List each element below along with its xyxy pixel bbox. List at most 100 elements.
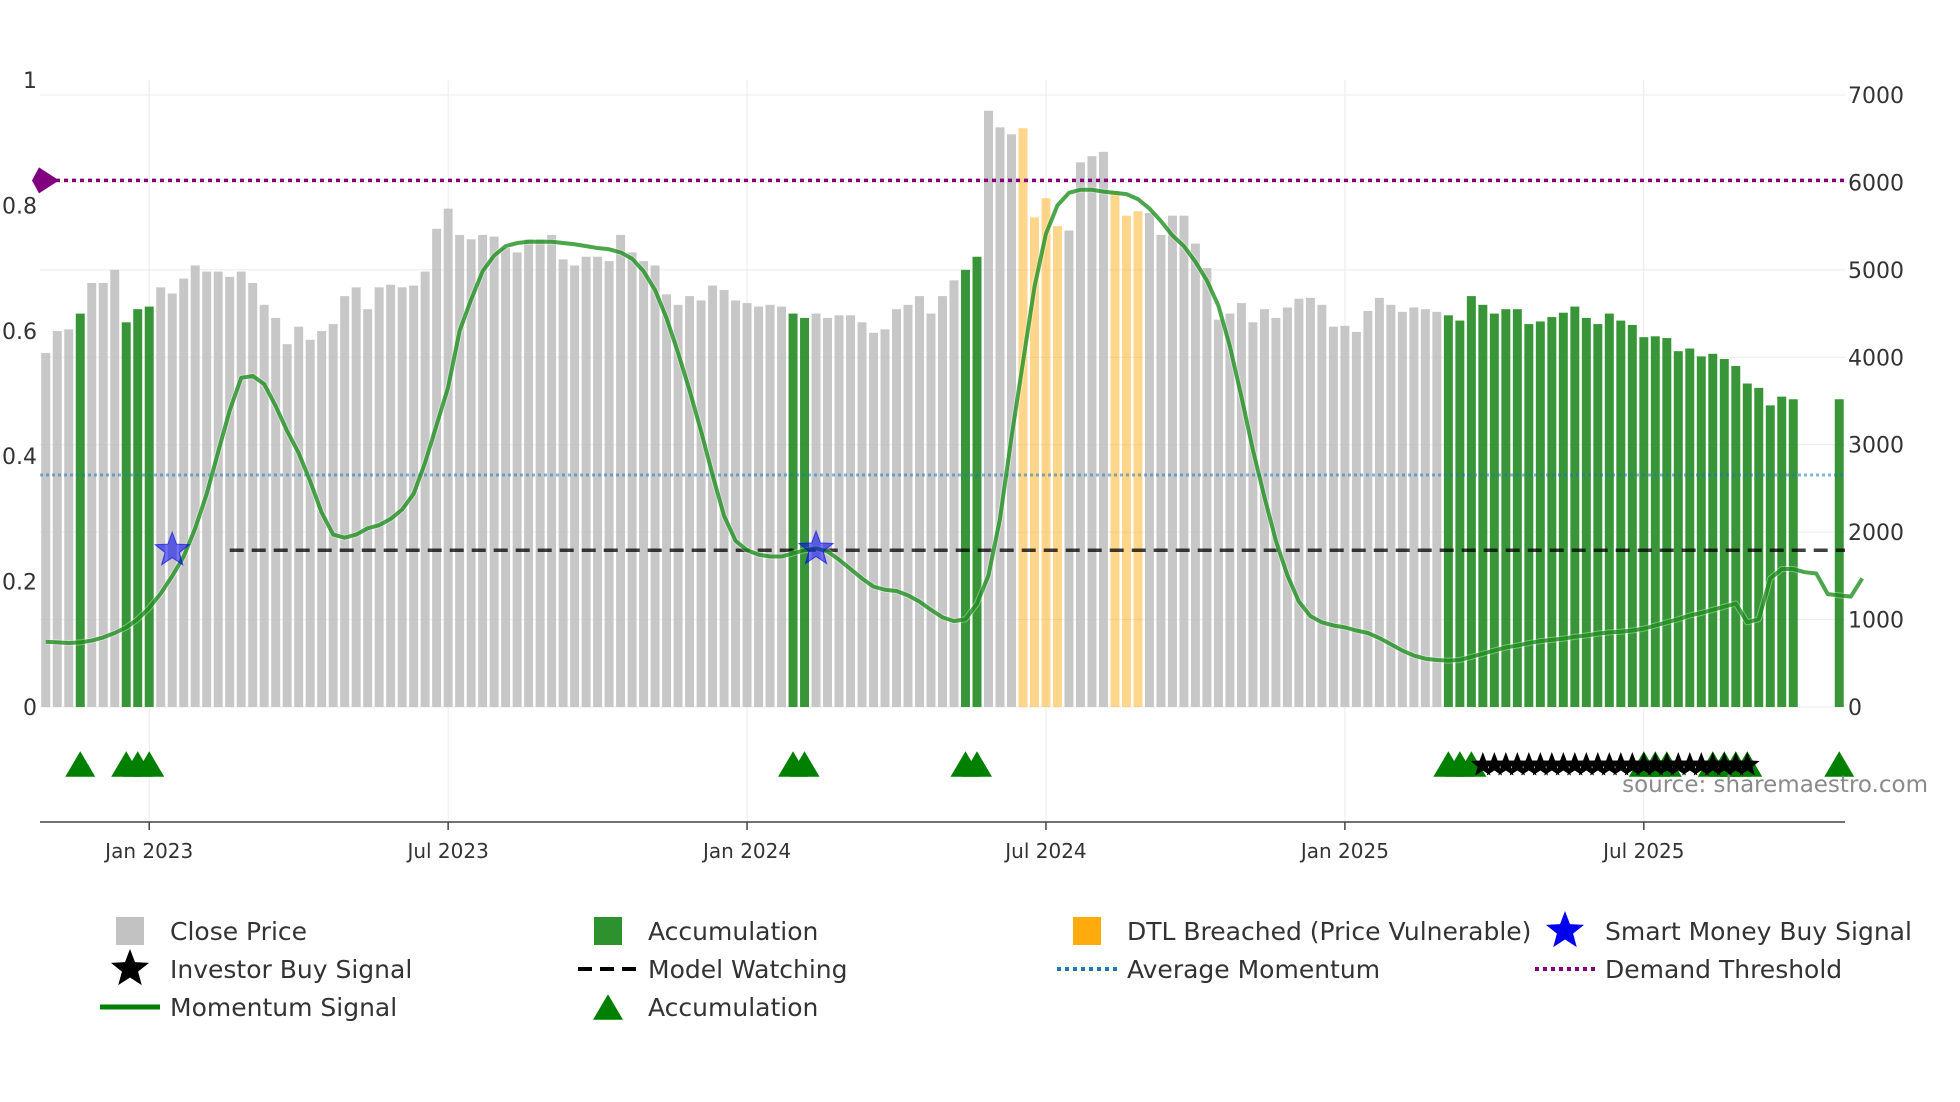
price-bar xyxy=(1397,311,1407,707)
right-tick-label: 3000 xyxy=(1848,434,1904,459)
price-bar xyxy=(1754,387,1764,707)
legend-item-dtl: DTL Breached (Price Vulnerable) xyxy=(1073,917,1531,946)
axes: Jan 2023 Jul 2023 Jan 2024 Jul 2024 Jan 2025… xyxy=(2,69,1904,863)
investor-buy-star xyxy=(1539,752,1565,776)
x-tick-label: Jan 2025 xyxy=(1299,839,1389,863)
price-bar xyxy=(305,339,315,707)
price-bar xyxy=(1363,310,1373,707)
right-tick-label: 2000 xyxy=(1848,521,1904,546)
price-bar xyxy=(1064,230,1074,707)
investor-buy-star xyxy=(1608,752,1634,776)
price-bar xyxy=(294,326,304,707)
price-bar xyxy=(926,313,936,707)
price-bar xyxy=(340,296,350,707)
price-bar xyxy=(190,265,200,707)
price-bar xyxy=(961,269,970,707)
right-tick-label: 5000 xyxy=(1848,259,1904,284)
price-bar xyxy=(823,317,833,707)
price-bar xyxy=(627,252,637,707)
price-bar xyxy=(1834,399,1844,707)
legend-label: Accumulation xyxy=(648,917,818,946)
price-bar xyxy=(271,317,281,707)
x-tick-label: Jul 2024 xyxy=(1003,839,1086,863)
price-bar xyxy=(869,332,879,707)
investor-buy-star xyxy=(1723,752,1749,776)
price-bar xyxy=(363,309,373,707)
legend-label: Average Momentum xyxy=(1127,955,1380,984)
investor-buy-star xyxy=(1573,752,1599,776)
price-bar xyxy=(1685,348,1695,707)
price-bar xyxy=(248,282,258,707)
left-tick-label: 0 xyxy=(23,696,37,721)
price-bar xyxy=(1489,313,1499,707)
price-bar xyxy=(1351,331,1361,707)
price-bar xyxy=(52,331,62,707)
legend-label: Demand Threshold xyxy=(1605,955,1842,984)
price-bar xyxy=(420,271,430,707)
price-bar xyxy=(1144,213,1154,707)
right-tick-label: 4000 xyxy=(1848,346,1904,371)
price-bar xyxy=(673,304,683,707)
investor-buy-star xyxy=(1677,752,1703,776)
investor-buy-star xyxy=(1550,752,1576,776)
price-bar xyxy=(834,315,844,707)
price-bar xyxy=(1455,320,1465,707)
price-bar xyxy=(1639,337,1649,707)
price-bar xyxy=(1087,156,1097,707)
price-bar xyxy=(328,324,338,707)
price-bar xyxy=(144,306,154,707)
left-tick-label: 0.6 xyxy=(2,320,37,345)
investor-buy-star xyxy=(1585,752,1611,776)
accumulation-triangle xyxy=(789,751,820,777)
price-bar xyxy=(731,300,741,707)
price-bar xyxy=(64,329,74,707)
price-bar xyxy=(547,234,557,707)
price-bar xyxy=(800,317,810,707)
price-bar xyxy=(719,289,729,707)
price-bar xyxy=(179,278,189,707)
left-tick-label: 0.4 xyxy=(2,445,37,470)
smart-money-star xyxy=(797,529,835,565)
investor-buy-star xyxy=(1654,752,1680,776)
price-bar xyxy=(1662,338,1672,707)
price-bar xyxy=(880,329,890,707)
investor-buy-star xyxy=(1504,752,1530,776)
price-bar xyxy=(1616,320,1626,707)
legend-triangle-icon xyxy=(593,994,623,1020)
price-bar xyxy=(317,331,327,707)
price-bar xyxy=(1512,309,1522,707)
x-tick-label: Jan 2024 xyxy=(701,839,791,863)
accumulation-triangle xyxy=(65,751,96,777)
price-bar xyxy=(708,285,718,707)
price-bar xyxy=(1156,234,1166,707)
price-bar xyxy=(1466,296,1476,707)
price-bar xyxy=(1604,313,1614,707)
price-bar xyxy=(972,256,982,707)
investor-buy-star xyxy=(1711,752,1737,776)
price-bar xyxy=(1524,324,1534,707)
price-bar xyxy=(984,110,993,708)
price-bar xyxy=(1673,351,1683,707)
price-bar xyxy=(432,228,442,707)
price-bar xyxy=(1190,243,1200,707)
left-tick-label: 1 xyxy=(23,69,37,94)
price-bar xyxy=(478,234,488,707)
price-bar xyxy=(1581,317,1591,707)
price-bar xyxy=(41,352,51,707)
price-bar xyxy=(1202,268,1212,707)
legend-label: Model Watching xyxy=(648,955,848,984)
legend-item-accumulation-bar: Accumulation xyxy=(594,917,818,946)
price-bar xyxy=(662,294,672,707)
accumulation-triangle xyxy=(961,751,992,777)
investor-buy-star xyxy=(1734,752,1760,776)
left-tick-label: 0.2 xyxy=(2,571,37,596)
legend-label: Close Price xyxy=(170,917,307,946)
price-bar xyxy=(915,296,924,707)
price-bar xyxy=(512,252,522,707)
price-bar xyxy=(857,322,867,707)
price-bar xyxy=(616,234,626,707)
price-bar xyxy=(397,287,407,707)
price-bar xyxy=(1007,134,1016,708)
price-bar xyxy=(282,344,292,707)
price-bar xyxy=(811,313,821,707)
